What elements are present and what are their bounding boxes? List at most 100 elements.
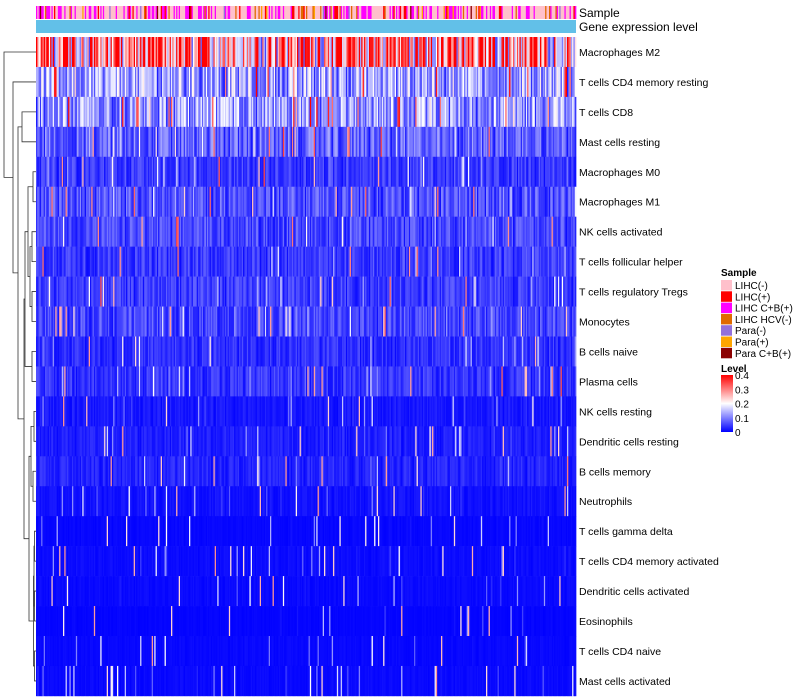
heatmap-cell	[271, 96, 273, 128]
heatmap-cell	[81, 336, 83, 367]
heatmap-cell	[104, 186, 106, 217]
heatmap-cell	[208, 156, 210, 188]
heatmap-cell	[569, 216, 572, 247]
heatmap-cell	[83, 186, 86, 217]
heatmap-cell	[488, 156, 491, 188]
heatmap-cell	[334, 306, 336, 337]
heatmap-cell	[370, 37, 372, 68]
heatmap-cell	[383, 126, 385, 158]
heatmap-cell	[189, 306, 191, 337]
heatmap-cell	[90, 186, 92, 217]
heatmap-cell	[86, 246, 88, 277]
heatmap-cell	[281, 246, 284, 277]
heatmap-cell	[558, 246, 560, 277]
heatmap-cell	[262, 186, 264, 217]
heatmap-cell	[207, 216, 209, 247]
heatmap-cell	[79, 37, 82, 68]
dendrogram-branch	[34, 590, 36, 622]
heatmap-cell	[532, 306, 534, 337]
heatmap-cell	[304, 37, 307, 68]
heatmap-cell	[347, 216, 349, 247]
heatmap-cell	[324, 276, 326, 307]
heatmap-cell	[417, 96, 420, 128]
heatmap-cell	[106, 276, 109, 307]
heatmap-cell	[111, 37, 114, 68]
heatmap-cell	[307, 126, 309, 158]
dendrogram-branch	[21, 111, 36, 143]
heatmap-cell	[504, 306, 506, 337]
heatmap-cell	[306, 216, 308, 247]
heatmap-cell	[308, 37, 311, 68]
heatmap-cell	[39, 126, 42, 158]
heatmap-cell	[253, 156, 255, 188]
heatmap-cell	[151, 66, 154, 98]
heatmap-cell	[410, 336, 412, 367]
heatmap-cell	[228, 126, 231, 158]
sample-annotation-cell	[255, 6, 258, 19]
heatmap-cell	[326, 66, 329, 98]
heatmap-cell	[509, 37, 511, 68]
heatmap-cell	[474, 37, 477, 68]
heatmap-cell	[66, 66, 69, 98]
heatmap-cell	[564, 37, 567, 68]
heatmap-cell	[396, 216, 398, 247]
heatmap-cell	[137, 156, 140, 188]
sample-annotation-cell	[342, 6, 344, 19]
sample-annotation-cell	[293, 6, 295, 19]
heatmap-cell	[249, 276, 252, 307]
heatmap-cell	[280, 96, 282, 128]
heatmap-cell	[538, 306, 541, 337]
heatmap-cell	[324, 186, 326, 217]
heatmap-cell	[315, 216, 317, 247]
heatmap-cell	[124, 126, 127, 158]
heatmap-cell	[194, 126, 196, 158]
heatmap-cell	[509, 156, 511, 188]
heatmap-cell	[171, 306, 173, 337]
heatmap-cell	[50, 306, 52, 337]
heatmap-cell	[124, 336, 127, 367]
heatmap-cell	[177, 336, 180, 367]
heatmap-cell	[90, 156, 92, 188]
heatmap-cell	[415, 96, 417, 128]
heatmap-cell	[339, 96, 342, 128]
heatmap-cell	[460, 276, 462, 307]
heatmap-cell	[493, 276, 496, 307]
sample-annotation-cell	[307, 6, 309, 19]
heatmap-cell	[114, 126, 117, 158]
heatmap-cell	[225, 216, 227, 247]
heatmap-cell	[376, 336, 379, 367]
heatmap-cell	[465, 336, 468, 367]
heatmap-cell	[204, 186, 207, 217]
heatmap-cell	[538, 246, 541, 277]
heatmap-cell	[165, 96, 168, 128]
heatmap-cell	[411, 96, 414, 128]
heatmap-cell	[73, 306, 75, 337]
heatmap-cell	[555, 126, 558, 158]
heatmap-cell	[217, 126, 219, 158]
heatmap-cell	[423, 336, 425, 367]
heatmap-cell	[232, 156, 235, 188]
heatmap-cell	[185, 66, 187, 98]
heatmap-cell	[295, 246, 298, 277]
heatmap-cell	[414, 306, 416, 337]
heatmap-cell	[330, 37, 333, 68]
heatmap-cell	[45, 37, 47, 68]
heatmap-cell	[492, 126, 495, 158]
heatmap-cell	[279, 156, 281, 188]
heatmap-cell	[414, 186, 416, 217]
heatmap-cell	[429, 96, 432, 128]
heatmap-cell	[527, 66, 529, 98]
sample-annotation-cell	[335, 6, 338, 19]
heatmap-cell	[218, 336, 221, 367]
sample-annotation-cell	[70, 6, 73, 19]
heatmap-cell	[86, 66, 88, 98]
heatmap-cell	[558, 96, 560, 128]
heatmap-cell	[275, 276, 277, 307]
heatmap-cell	[531, 37, 533, 68]
heatmap-cell	[63, 246, 65, 277]
heatmap-cell	[489, 156, 492, 188]
heatmap-cell	[357, 276, 360, 307]
heatmap-cell	[484, 37, 487, 68]
heatmap-cell	[514, 276, 516, 307]
heatmap-cell	[361, 246, 363, 277]
